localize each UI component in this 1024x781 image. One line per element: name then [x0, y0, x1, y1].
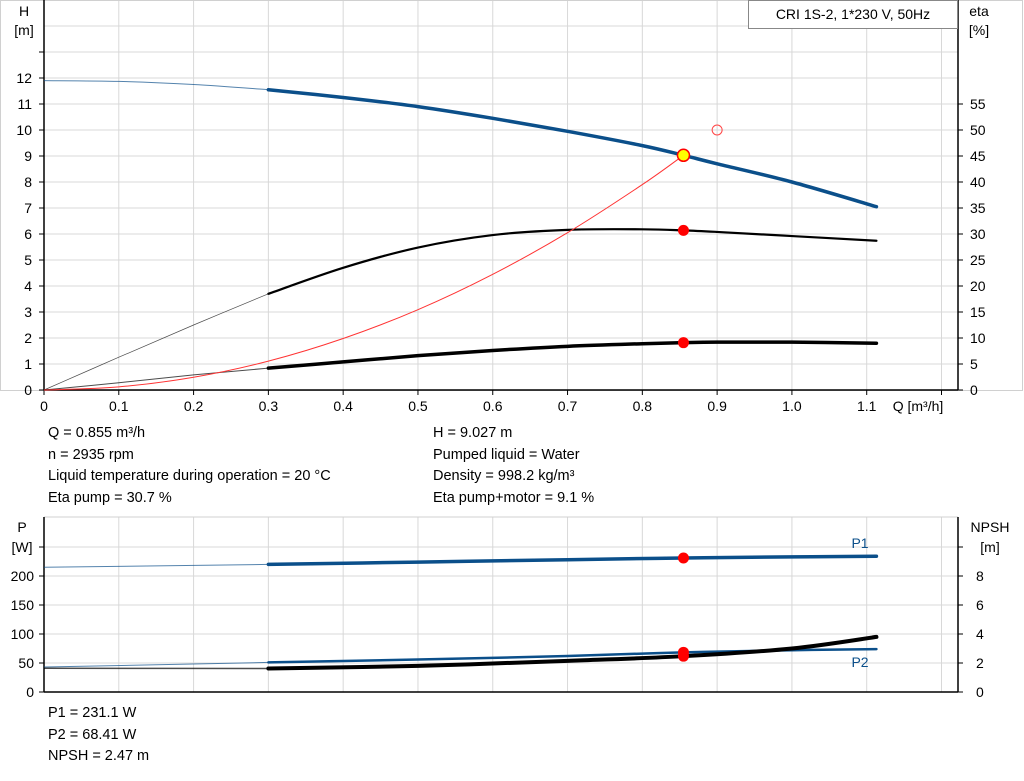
- npsh-tick-label: 4: [976, 626, 984, 642]
- x-tick-label: 0.1: [109, 398, 129, 414]
- series-P1-thin: [43, 563, 269, 568]
- npsh-tick-label: 6: [976, 597, 984, 613]
- y-axis-label-left: H: [19, 3, 29, 19]
- p-axis-label: P: [17, 519, 26, 535]
- y-tick-label-right: 45: [970, 148, 986, 164]
- x-tick-label: 0.3: [259, 398, 279, 414]
- series-NPSH: [266, 634, 879, 671]
- series-system_curve: [43, 154, 684, 391]
- top-chart-border: [0, 0, 1023, 391]
- y-axis-unit-right: [%]: [969, 22, 989, 38]
- y-tick-label-right: 30: [970, 226, 986, 242]
- y-tick-label-left: 8: [24, 174, 32, 190]
- y-tick-label-right: 55: [970, 96, 986, 112]
- y-tick-label-right: 10: [970, 330, 986, 346]
- x-tick-label: 0.9: [707, 398, 727, 414]
- x-tick-label: 0.5: [408, 398, 428, 414]
- y-tick-label-left: 11: [17, 96, 32, 112]
- series-eta_pump: [267, 228, 878, 295]
- flow-value: Q = 0.855 m³/h: [48, 425, 146, 441]
- y-tick-label-left: 5: [24, 252, 32, 268]
- x-tick-label: 1.0: [782, 398, 802, 414]
- y-tick-label-left: 9: [24, 148, 32, 164]
- y-tick-label-left: 1: [24, 356, 32, 372]
- series-P2-thin: [43, 661, 269, 668]
- y-axis-label-right: eta: [969, 3, 989, 19]
- info-bottom: P1 = 231.1 W P2 = 68.41 W NPSH = 2.47 m: [48, 703, 149, 768]
- series-eta_pump-thin: [43, 293, 269, 391]
- p1-value: P1 = 231.1 W: [48, 705, 137, 721]
- p-tick-label: 200: [11, 568, 35, 584]
- duty-point-npsh-marker: [677, 650, 689, 662]
- eta-pump-motor-value: Eta pump+motor = 9.1 %: [433, 489, 595, 506]
- duty-point-eta-pump-marker: [677, 224, 689, 236]
- series-H-thin: [43, 80, 269, 91]
- npsh-tick-label: 0: [976, 684, 984, 700]
- x-tick-label: 0.6: [483, 398, 503, 414]
- y-tick-label-left: 7: [24, 200, 32, 216]
- npsh-value: NPSH = 2.47 m: [48, 748, 150, 764]
- series-eta_pump_motor-thin: [43, 367, 269, 391]
- x-tick-label: 0.7: [558, 398, 578, 414]
- npsh-axis-unit: [m]: [980, 539, 999, 555]
- x-axis-label: Q [m³/h]: [893, 398, 944, 414]
- p-tick-label: 150: [11, 597, 35, 613]
- p2-value: P2 = 68.41 W: [48, 726, 137, 743]
- y-tick-label-left: 6: [24, 226, 32, 242]
- y-tick-label-right: 15: [970, 304, 986, 320]
- y-tick-label-left: 12: [16, 70, 32, 86]
- speed-value: n = 2935 rpm: [48, 446, 134, 463]
- y-tick-label-right: 5: [970, 356, 978, 372]
- info-top-left: Q = 0.855 m³/h n = 2935 rpm Liquid tempe…: [48, 423, 331, 509]
- p-tick-label: 50: [18, 655, 34, 671]
- p1-series-label: P1: [851, 535, 868, 551]
- duty-point-head-marker: [676, 148, 691, 163]
- legend-box: [748, 0, 958, 29]
- y-tick-label-left: 4: [24, 278, 32, 294]
- x-tick-label: 0: [40, 398, 48, 414]
- y-tick-label-right: 40: [970, 174, 986, 190]
- y-tick-label-left: 3: [24, 304, 32, 320]
- y-tick-label-right: 25: [970, 252, 986, 268]
- p-tick-label: 0: [26, 684, 34, 700]
- requested-point-marker: [711, 124, 723, 136]
- y-tick-label-right: 50: [970, 122, 986, 138]
- legend-title: CRI 1S-2, 1*230 V, 50Hz: [776, 6, 930, 22]
- density-value: Density = 998.2 kg/m³: [433, 468, 575, 484]
- series-eta_pump_motor: [266, 340, 879, 370]
- pumped-liquid-value: Pumped liquid = Water: [433, 446, 580, 463]
- liquid-temperature-value: Liquid temperature during operation = 20…: [48, 468, 331, 484]
- y-tick-label-left: 10: [16, 122, 32, 138]
- npsh-tick-label: 8: [976, 568, 984, 584]
- series-P1: [266, 554, 879, 567]
- x-tick-label: 0.4: [333, 398, 353, 414]
- y-axis-unit-left: [m]: [14, 22, 33, 38]
- y-tick-label-left: 0: [24, 382, 32, 398]
- duty-point-eta-pump-motor-marker: [677, 337, 689, 349]
- y-tick-label-right: 0: [970, 382, 978, 398]
- p2-series-label: P2: [851, 654, 868, 670]
- duty-point-p1-marker: [677, 552, 689, 564]
- p-tick-label: 100: [11, 626, 35, 642]
- npsh-tick-label: 2: [976, 655, 984, 671]
- p-axis-unit: [W]: [12, 539, 33, 555]
- y-tick-label-left: 2: [24, 330, 32, 346]
- x-tick-label: 0.2: [184, 398, 204, 414]
- x-tick-label: 1.1: [857, 398, 877, 414]
- y-tick-label-right: 20: [970, 278, 986, 294]
- y-tick-label-right: 35: [970, 200, 986, 216]
- x-tick-label: 0.8: [633, 398, 653, 414]
- info-top-right: H = 9.027 m Pumped liquid = Water Densit…: [433, 423, 594, 509]
- npsh-axis-label: NPSH: [971, 519, 1010, 535]
- head-value: H = 9.027 m: [433, 425, 513, 441]
- series-H: [266, 87, 879, 209]
- eta-pump-value: Eta pump = 30.7 %: [48, 489, 172, 506]
